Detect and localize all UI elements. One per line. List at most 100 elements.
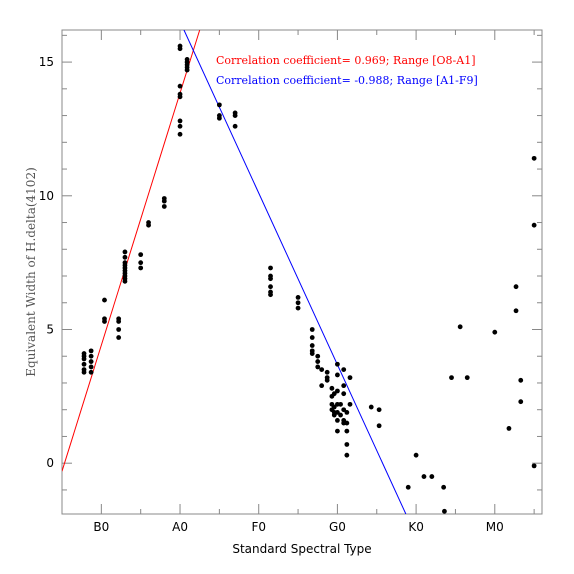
data-point [331,391,337,397]
data-points [81,43,537,514]
data-point [268,284,273,290]
data-point [341,367,347,373]
data-point [177,118,183,124]
data-point [102,297,107,303]
data-point [88,364,94,370]
tick-labels: B0 A0 F0 G0 K0 M0 0 5 10 15 [39,55,504,534]
data-point [341,383,347,389]
data-point [315,359,321,364]
data-point [315,364,321,370]
data-point [347,375,353,381]
data-point [295,295,301,300]
data-point [331,404,337,410]
x-tick-label: M0 [486,520,504,534]
data-point [295,300,301,306]
data-point [81,356,87,362]
data-point [138,265,144,271]
data-point [122,249,128,255]
data-point [506,426,512,431]
data-point [441,484,447,490]
data-point [464,375,470,381]
data-point [457,324,463,330]
data-point [177,123,183,129]
data-point [531,155,537,161]
x-tick-label: F0 [251,520,266,534]
data-point [344,452,350,458]
data-point [335,409,340,415]
data-point [295,305,301,311]
data-point [347,401,353,407]
data-point [309,351,315,356]
y-tick-label: 10 [39,189,54,203]
x-axis-title: Standard Spectral Type [232,542,371,556]
y-tick-label: 0 [46,456,54,470]
data-point [376,423,382,429]
data-point [335,361,340,367]
data-point [421,474,427,479]
data-point [429,474,435,479]
x-tick-label: G0 [329,520,346,534]
x-tick-label: A0 [172,520,188,534]
data-point [335,372,340,378]
plot-frame [61,29,543,515]
data-point [268,292,273,298]
data-point [102,319,107,324]
data-point [177,94,183,100]
fit-line-blue [183,30,407,514]
data-point [81,369,87,375]
data-point [335,388,340,394]
data-point [309,343,315,348]
data-point [344,409,350,415]
x-tick-label: B0 [93,520,109,534]
data-point [138,252,144,258]
data-point [338,412,343,418]
data-point [376,407,382,413]
y-tick-label: 15 [39,55,54,69]
data-point [338,401,343,407]
data-point [138,260,144,266]
data-point [341,407,347,413]
data-point [413,452,419,458]
data-point [344,442,350,447]
data-point [309,335,315,340]
data-point [177,46,183,52]
data-point [161,204,167,209]
data-point [184,67,190,73]
data-point [405,484,411,490]
data-point [324,369,330,375]
data-point [309,327,315,332]
data-point [116,335,122,340]
data-point [319,367,325,373]
fit-line-red [62,30,201,472]
data-point [449,375,454,381]
y-tick-label: 5 [46,322,54,336]
data-point [88,353,94,359]
data-point [88,359,94,364]
annotation-blue: Correlation coefficient= -0.988; Range [… [216,74,478,87]
data-point [324,377,330,383]
data-point [315,353,321,359]
data-point [331,412,337,418]
data-point [518,377,524,383]
data-point [216,102,222,108]
data-point [344,428,350,434]
fit-lines [62,30,407,514]
data-point [531,463,537,469]
data-point [146,222,151,228]
data-point [492,329,498,335]
data-point [122,254,128,260]
data-point [161,198,167,204]
data-point [335,428,340,434]
data-point [216,115,222,121]
data-point [177,131,183,137]
data-point [335,418,340,423]
data-point [81,361,87,367]
data-point [88,348,94,354]
data-point [518,399,524,405]
data-point [329,385,335,391]
data-point [232,123,238,129]
data-point [319,383,325,389]
data-point [513,308,519,314]
data-point [341,391,347,397]
data-point [344,420,350,426]
